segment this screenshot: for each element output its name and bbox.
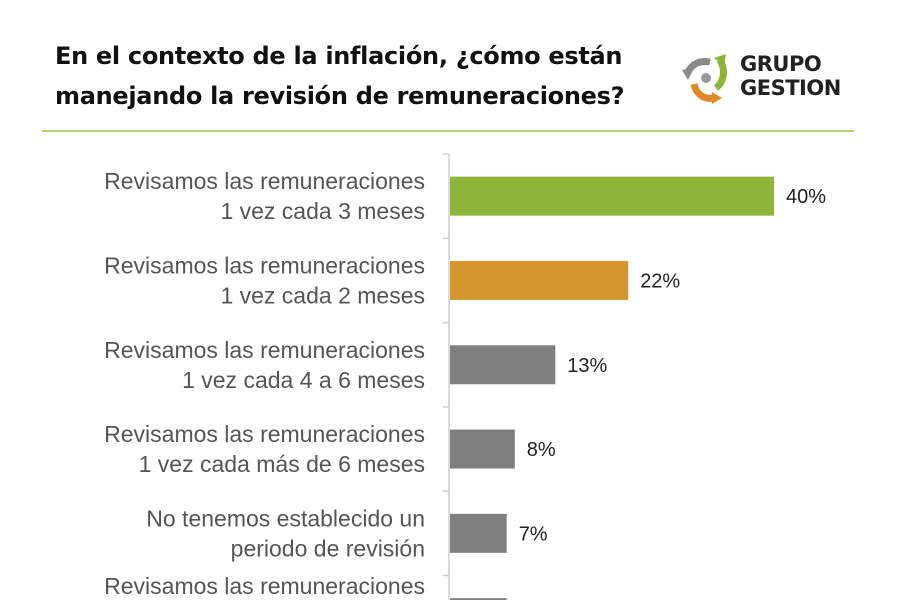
bar-1 [450,176,774,216]
bar-6 [450,598,507,600]
category-label: Revisamos las remuneraciones [104,337,425,363]
category-label: No tenemos establecido un [146,505,425,531]
title-line-2: manejando la revisión de remuneraciones? [55,82,625,110]
grupo-gestion-logo: GRUPO GESTION [682,50,852,110]
bar-4 [450,429,515,469]
logo-arrows-icon [682,54,727,104]
category-label: Revisamos las remuneraciones [104,573,425,599]
category-label: Revisamos las remuneraciones [104,168,425,194]
category-label: Revisamos las remuneraciones [104,252,425,278]
title-divider [42,130,854,132]
category-label: Revisamos las remuneraciones [104,421,425,447]
bar-5 [450,513,507,553]
logo-text-line-1: GRUPO [740,52,822,76]
logo-text-line-2: GESTION [740,76,841,100]
category-label: 1 vez cada 4 a 6 meses [182,367,425,393]
data-label: 40% [786,186,826,208]
data-label: 13% [567,355,607,377]
category-label: 1 vez cada más de 6 meses [139,451,425,477]
category-label: periodo de revisión [231,535,425,561]
bar-3 [450,345,556,385]
data-label: 8% [527,439,556,461]
title-line-1: En el contexto de la inflación, ¿cómo es… [55,42,623,70]
category-label: 1 vez cada 2 meses [220,282,425,308]
data-label: 7% [519,523,548,545]
chart-title: En el contexto de la inflación, ¿cómo es… [55,36,625,116]
bar-2 [450,260,629,300]
category-label: 1 vez cada 3 meses [220,198,425,224]
data-label: 22% [640,270,680,292]
